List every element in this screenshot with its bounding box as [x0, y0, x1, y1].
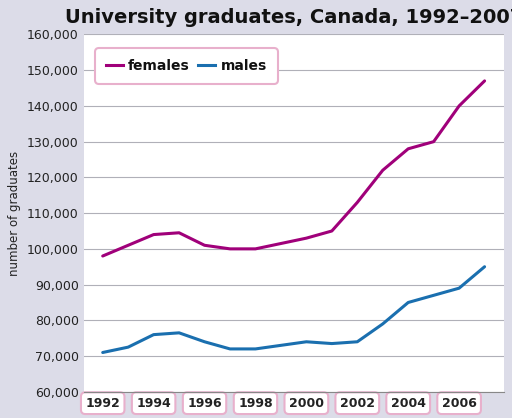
Title: University graduates, Canada, 1992–2007: University graduates, Canada, 1992–2007: [65, 8, 512, 27]
Legend: females, males: females, males: [99, 52, 273, 80]
Y-axis label: number of graduates: number of graduates: [8, 150, 22, 276]
